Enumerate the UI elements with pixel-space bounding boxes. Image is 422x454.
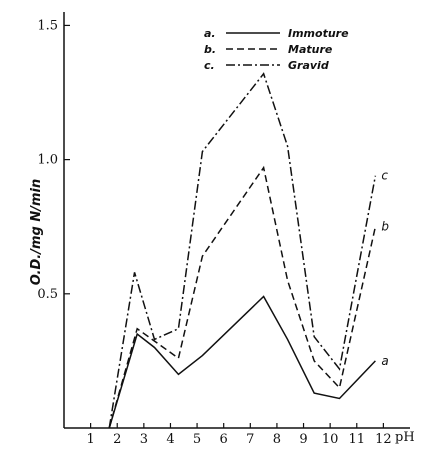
legend-label-immoture: Immoture [288, 27, 349, 40]
x-tick-label-3: 3 [140, 432, 148, 447]
series-line-mature [108, 165, 377, 429]
x-tick-label-9: 9 [299, 432, 307, 447]
x-tick-label-4: 4 [166, 432, 174, 447]
series-end-label-b: b [381, 220, 389, 234]
legend-label-gravid: Gravid [288, 59, 329, 72]
legend-key-b: b. [204, 43, 216, 56]
series-layer: a b c [108, 72, 389, 429]
x-tick-label-10: 10 [322, 432, 339, 447]
x-axis-label: pH [395, 430, 415, 445]
legend-key-a: a. [204, 27, 216, 40]
series-line-gravid [108, 72, 377, 429]
x-tick-label-6: 6 [220, 432, 228, 447]
x-tick-label-5: 5 [193, 432, 201, 447]
legend-label-mature: Mature [288, 43, 333, 56]
y-tick-label-2: 1.5 [37, 18, 58, 33]
y-tick-label-1: 1.0 [37, 153, 58, 168]
legend-key-c: c. [204, 59, 215, 72]
x-tick-label-7: 7 [246, 432, 254, 447]
y-axis-label: O.D./mg N/min [29, 179, 44, 285]
series-end-label-a: a [381, 354, 388, 368]
series-end-label-c: c [381, 169, 388, 183]
x-tick-label-12: 12 [375, 432, 392, 447]
x-tick-label-1: 1 [86, 432, 94, 447]
series-line-immoture [108, 295, 376, 429]
x-tick-label-11: 11 [348, 432, 365, 447]
y-tick-label-0: 0.5 [37, 287, 58, 302]
axes: 1 2 3 4 5 6 7 8 9 10 11 120.51.01.5 [37, 12, 410, 447]
legend: a. Immoture b. Mature c. Gravid [204, 27, 349, 72]
x-tick-label-8: 8 [273, 432, 281, 447]
x-tick-label-2: 2 [113, 432, 121, 447]
